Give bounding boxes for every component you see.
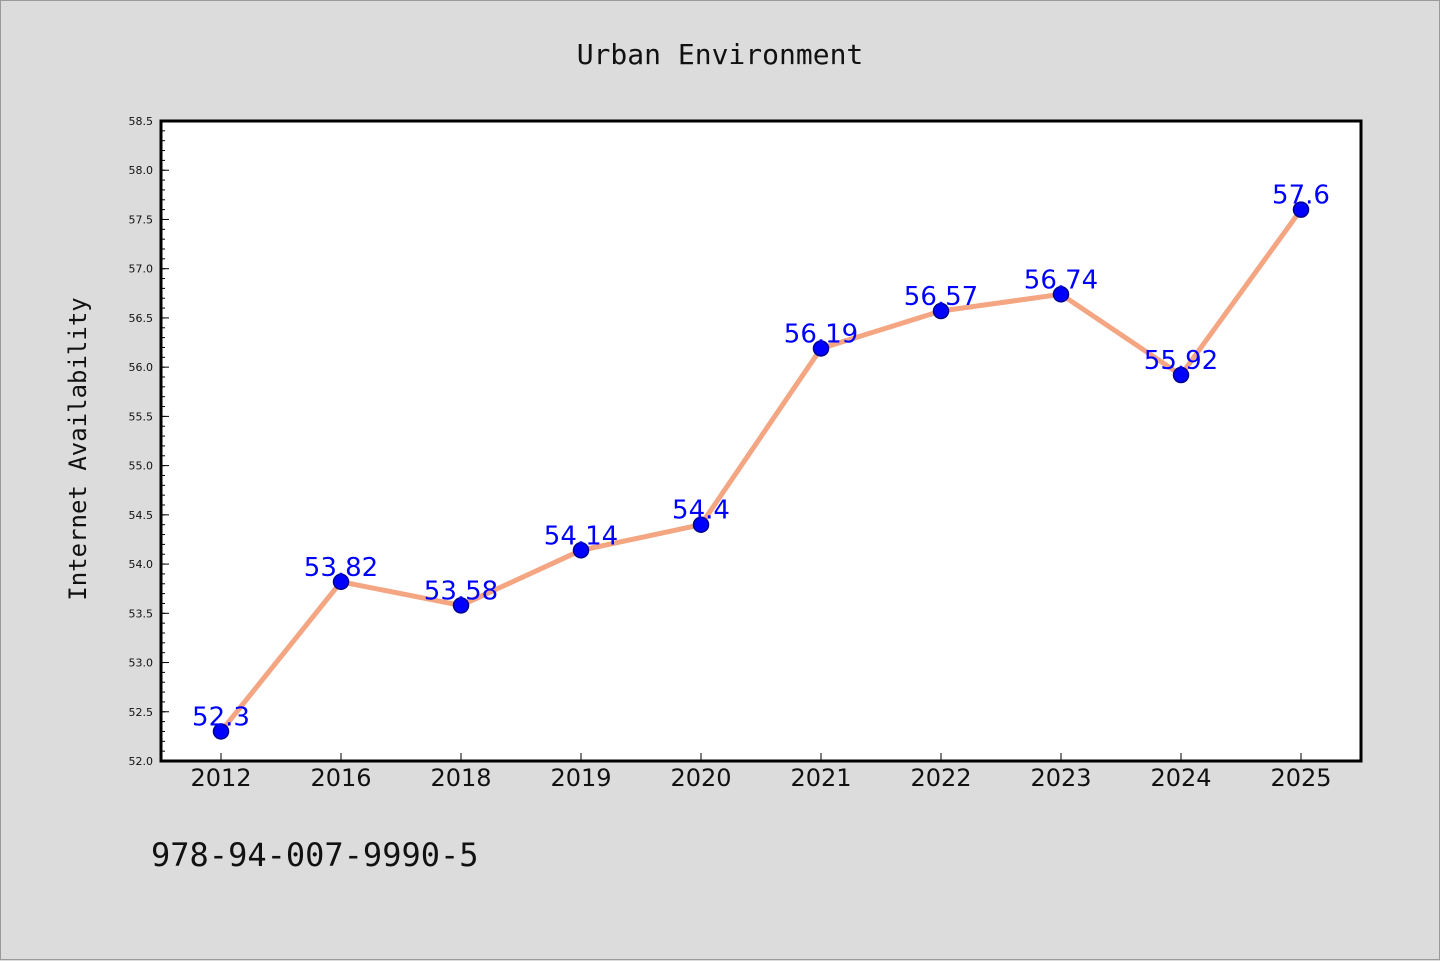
x-tick-label: 2022 <box>910 764 971 792</box>
data-point <box>1292 201 1310 218</box>
data-point <box>692 516 710 533</box>
data-point <box>452 597 470 614</box>
y-tick-label: 52.0 <box>129 755 154 768</box>
x-tick-label: 2016 <box>310 764 371 792</box>
data-label: 56.57 <box>904 282 978 312</box>
y-tick-label: 58.0 <box>129 164 154 177</box>
y-tick-label: 54.5 <box>129 509 154 522</box>
x-tick-label: 2020 <box>670 764 731 792</box>
series-line <box>219 208 1304 734</box>
y-tick-label: 52.5 <box>129 706 154 719</box>
x-tick-label: 2012 <box>190 764 251 792</box>
data-label: 53.58 <box>424 576 498 606</box>
y-tick-label: 57.0 <box>129 263 154 276</box>
data-point <box>1052 286 1070 303</box>
data-point <box>1172 366 1190 384</box>
data-label: 54.14 <box>544 521 618 551</box>
x-axis-ticks: 2012 2016 2018 2019 2020 2021 2022 2023 2024 2025 <box>190 753 1332 792</box>
series-markers <box>212 201 1310 740</box>
data-labels: 52.3 53.82 53.58 54.14 54.4 56.19 56.57 56.74 55… <box>192 181 1330 733</box>
x-tick-label: 2019 <box>550 764 611 792</box>
data-label: 56.19 <box>784 319 858 349</box>
y-tick-label: 54.0 <box>129 558 154 571</box>
y-tick-label: 53.5 <box>129 607 154 620</box>
y-tick-label: 56.0 <box>129 361 154 374</box>
y-axis-ticks: 52.0 52.5 53.0 53.5 54.0 54.5 55.0 55.5 56.0 56.5… <box>129 115 169 768</box>
data-label: 53.82 <box>304 553 378 583</box>
data-point <box>332 573 350 591</box>
data-point <box>812 340 830 357</box>
data-label: 57.6 <box>1272 181 1330 211</box>
data-point <box>572 542 590 559</box>
data-label: 54.4 <box>672 496 730 526</box>
data-label: 52.3 <box>192 702 250 732</box>
x-tick-label: 2018 <box>430 764 491 792</box>
y-tick-label: 57.5 <box>129 213 154 226</box>
y-tick-label: 58.5 <box>129 115 154 128</box>
data-label: 55.92 <box>1144 346 1218 376</box>
x-tick-label: 2021 <box>790 764 851 792</box>
x-tick-label: 2023 <box>1030 764 1091 792</box>
data-point <box>212 723 230 740</box>
isbn-footer: 978-94-007-9990-5 <box>151 836 479 874</box>
y-tick-label: 55.0 <box>129 460 154 473</box>
y-tick-label: 53.0 <box>129 657 154 670</box>
data-label: 56.74 <box>1024 265 1098 295</box>
y-axis-minor-ticks <box>161 120 165 762</box>
data-point <box>932 302 950 320</box>
y-tick-label: 56.5 <box>129 312 154 325</box>
y-tick-label: 55.5 <box>129 410 154 423</box>
x-tick-label: 2024 <box>1150 764 1211 792</box>
chart-title: Urban Environment <box>577 38 864 71</box>
x-tick-label: 2025 <box>1270 764 1331 792</box>
y-axis-label: Internet Availability <box>64 297 92 600</box>
